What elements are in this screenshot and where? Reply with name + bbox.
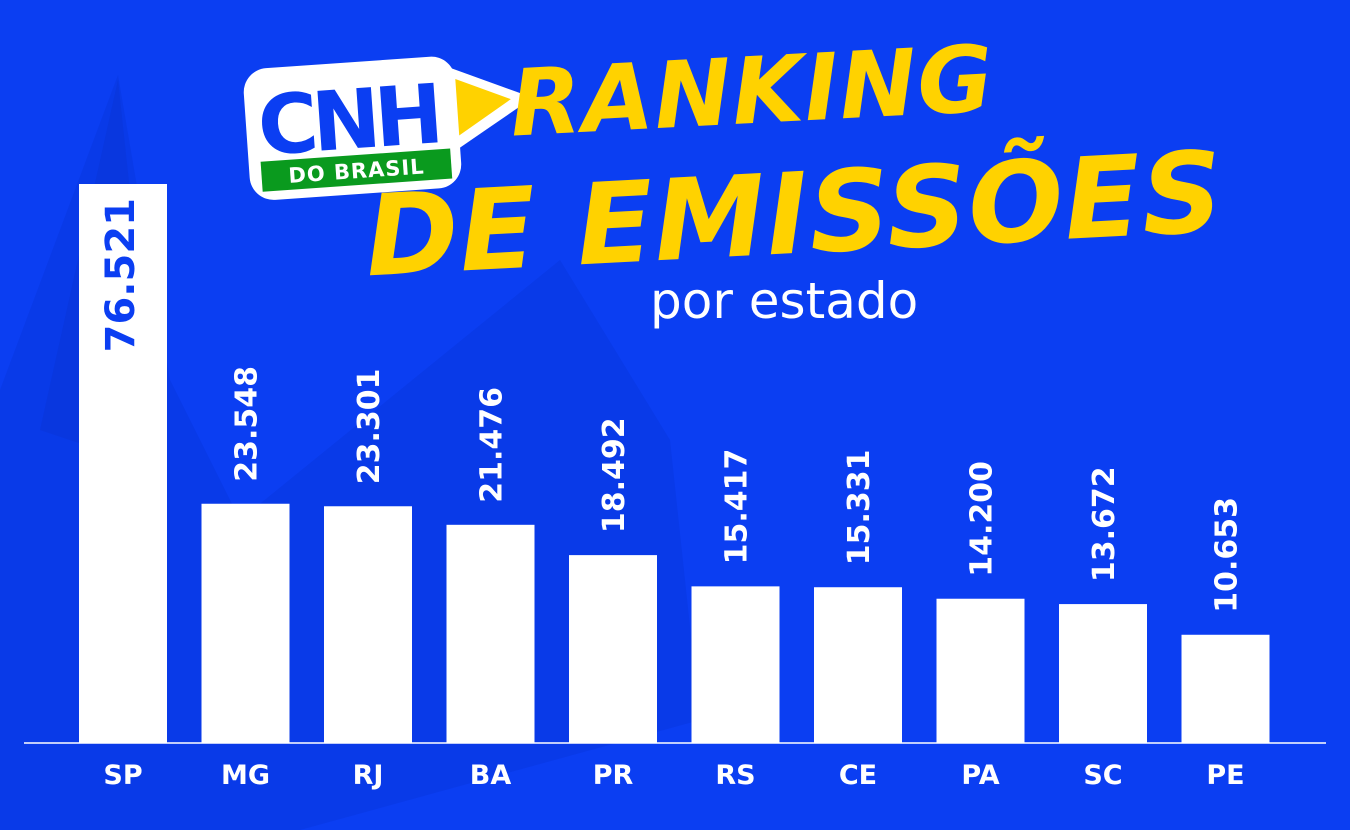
bar-PE <box>1181 634 1270 743</box>
value-label-RS: 15.417 <box>720 449 755 565</box>
value-label-SC: 13.672 <box>1087 466 1122 582</box>
value-label-MG: 23.548 <box>230 366 265 482</box>
subtitle: por estado <box>650 272 919 330</box>
bar-MG <box>201 503 290 743</box>
category-label-SP: SP <box>103 760 142 791</box>
value-label-PE: 10.653 <box>1210 497 1245 613</box>
category-label-BA: BA <box>470 760 512 791</box>
bar-CE <box>814 587 902 743</box>
category-label-SC: SC <box>1083 760 1122 791</box>
bar-BA <box>446 524 535 743</box>
value-label-RJ: 23.301 <box>352 368 387 484</box>
bar-PR <box>569 555 657 743</box>
category-label-CE: CE <box>839 760 877 791</box>
bar-SP <box>79 184 167 743</box>
category-label-PA: PA <box>961 760 999 791</box>
value-label-BA: 21.476 <box>475 387 510 503</box>
category-label-PE: PE <box>1206 760 1244 791</box>
value-label-PA: 14.200 <box>965 461 1000 577</box>
bar-PA <box>936 598 1025 743</box>
bar-RS <box>691 586 780 743</box>
category-label-PR: PR <box>593 760 634 791</box>
category-label-RS: RS <box>715 760 755 791</box>
value-label-SP: 76.521 <box>98 198 144 352</box>
bar-RJ <box>324 506 412 743</box>
category-label-MG: MG <box>221 760 270 791</box>
category-label-RJ: RJ <box>353 760 384 791</box>
bar-SC <box>1059 604 1147 743</box>
cnh-logo: CNH DO BRASIL <box>240 47 550 222</box>
cnh-logo-graphic: CNH DO BRASIL <box>243 56 533 200</box>
value-label-CE: 15.331 <box>842 449 877 565</box>
value-label-PR: 18.492 <box>597 417 632 533</box>
